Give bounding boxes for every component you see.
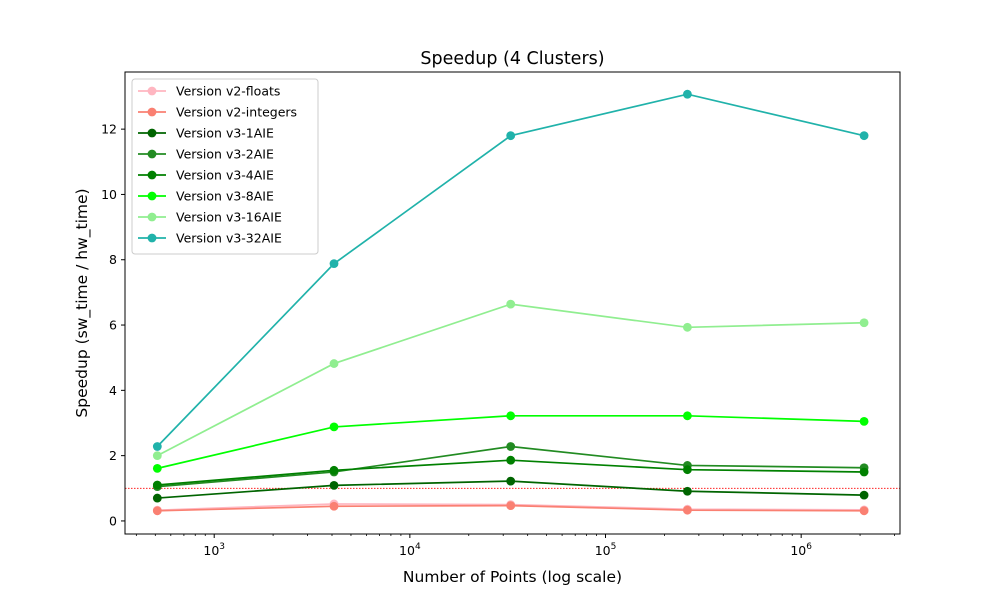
data-point xyxy=(859,416,869,426)
data-point xyxy=(329,465,339,475)
y-tick-label: 12 xyxy=(101,122,117,137)
x-tick-label: 103 xyxy=(203,542,225,558)
legend-box xyxy=(131,78,319,255)
y-tick-label: 0 xyxy=(109,513,117,528)
data-point xyxy=(683,505,692,515)
data-point xyxy=(506,501,516,510)
y-tick-label: 4 xyxy=(109,383,117,398)
data-point xyxy=(506,411,516,421)
legend-swatch-marker xyxy=(147,107,157,117)
x-axis-label: Number of Points (log scale) xyxy=(403,568,622,586)
data-point xyxy=(152,463,162,473)
y-tick-label: 10 xyxy=(101,187,117,202)
data-point xyxy=(683,89,692,99)
x-tick-label: 106 xyxy=(790,542,812,558)
x-tick-label: 105 xyxy=(595,542,617,558)
data-point xyxy=(859,506,869,516)
legend-swatch-marker xyxy=(147,191,157,201)
y-tick-label: 2 xyxy=(109,448,117,463)
legend-label: Version v2-integers xyxy=(176,105,297,120)
data-point xyxy=(683,411,692,421)
data-point xyxy=(683,322,692,332)
y-tick-label: 8 xyxy=(109,252,117,267)
data-point xyxy=(506,299,516,309)
data-point xyxy=(152,451,162,461)
data-point xyxy=(152,506,162,516)
legend-label: Version v3-32AIE xyxy=(176,231,282,246)
data-point xyxy=(506,131,516,141)
data-point xyxy=(329,480,339,490)
data-point xyxy=(683,465,692,475)
legend-label: Version v3-4AIE xyxy=(176,168,274,183)
data-point xyxy=(859,318,869,328)
plot-area: 0 2 4 6 8 10 12 103 104 105 106 xyxy=(101,89,900,558)
data-point xyxy=(152,442,162,451)
data-point xyxy=(683,486,692,496)
y-axis-label: Speedup (sw_time / hw_time) xyxy=(73,188,92,417)
legend-swatch-marker xyxy=(147,128,157,138)
data-point xyxy=(329,422,339,432)
data-point xyxy=(859,490,869,500)
data-point xyxy=(329,501,339,511)
legend-label: Version v3-8AIE xyxy=(176,189,274,204)
legend-swatch-marker xyxy=(147,212,157,222)
y-tick-label: 6 xyxy=(109,318,117,333)
data-point xyxy=(506,442,516,451)
x-tick-label: 104 xyxy=(399,542,421,558)
legend-label: Version v2-floats xyxy=(176,84,280,99)
data-point xyxy=(329,259,339,269)
data-point xyxy=(506,455,516,465)
legend-swatch-marker xyxy=(147,86,157,96)
chart-title: Speedup (4 Clusters) xyxy=(420,49,604,69)
legend-swatch-marker xyxy=(147,149,157,159)
data-point xyxy=(152,480,162,490)
legend-label: Version v3-2AIE xyxy=(176,147,274,162)
data-point xyxy=(329,359,339,368)
data-point xyxy=(859,467,869,477)
legend-label: Version v3-1AIE xyxy=(176,126,274,141)
plot-frame xyxy=(124,71,901,535)
data-point xyxy=(152,493,162,503)
data-point xyxy=(506,476,516,486)
legend-label: Version v3-16AIE xyxy=(176,210,282,225)
legend-swatch-marker xyxy=(147,233,157,243)
legend-swatch-marker xyxy=(147,170,157,180)
legend: Version v2-floats Version v2-integers Vers… xyxy=(131,78,319,255)
data-point xyxy=(859,131,869,141)
